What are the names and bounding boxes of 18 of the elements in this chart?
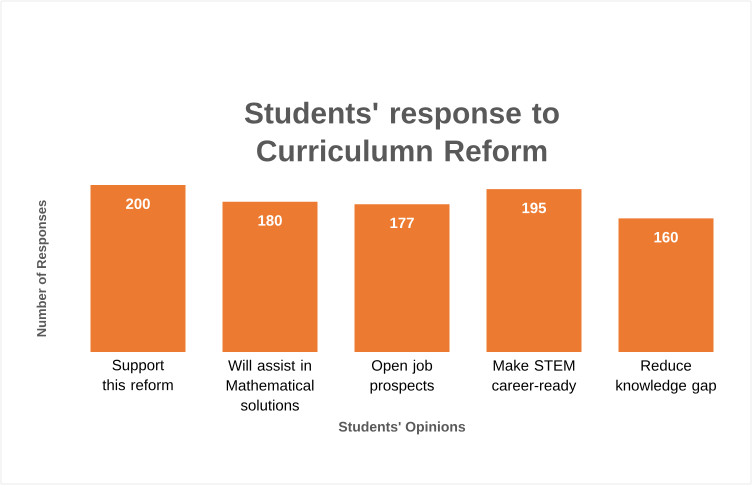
bar: [90, 185, 186, 352]
data-label: 200: [126, 198, 150, 210]
x-tick-label: Will assist in Mathematical solutions: [226, 360, 314, 411]
x-tick-label: Make STEM career-ready: [492, 360, 576, 394]
chart-title: Students' response to Curriculumn Reform: [244, 102, 559, 162]
x-tick-label: Open job prospects: [370, 360, 434, 394]
data-label: 180: [258, 215, 282, 226]
data-label: 195: [522, 202, 546, 214]
data-label: 177: [390, 218, 414, 228]
x-tick-label: Support this reform: [102, 360, 173, 390]
x-tick-label: Reduce knowledge gap: [616, 360, 716, 394]
y-axis-title: Number of Responses: [36, 200, 49, 336]
bar: [618, 218, 714, 352]
bar: [222, 202, 318, 352]
bar: [486, 189, 582, 352]
data-label: 160: [654, 232, 678, 242]
x-axis-title: Students' Opinions: [338, 421, 466, 434]
bar: [354, 204, 450, 352]
